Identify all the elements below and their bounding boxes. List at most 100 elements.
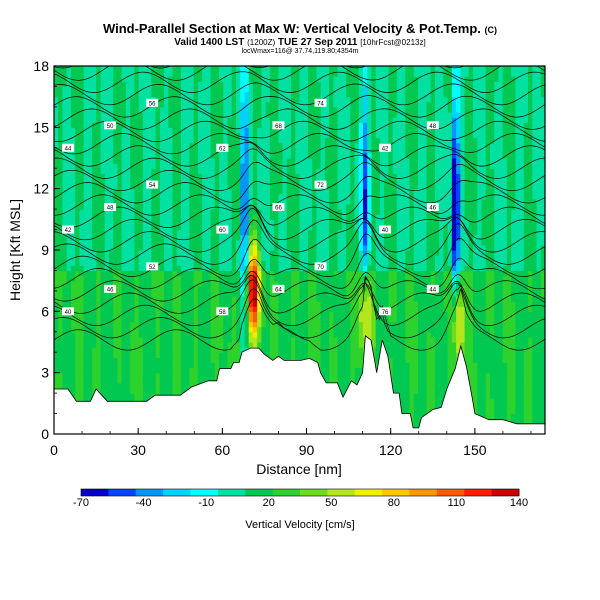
velocity-cell	[269, 275, 275, 282]
velocity-cell	[130, 275, 136, 282]
velocity-cell	[66, 270, 72, 277]
velocity-cell	[265, 178, 271, 185]
velocity-cell	[316, 347, 322, 353]
velocity-cell	[320, 285, 326, 292]
velocity-cell	[231, 229, 237, 236]
velocity-cell	[295, 270, 301, 277]
velocity-cell	[244, 173, 250, 180]
velocity-cell	[236, 188, 241, 195]
velocity-cell	[329, 306, 334, 312]
velocity-cell	[100, 117, 106, 123]
velocity-cell	[193, 285, 199, 292]
velocity-cell	[227, 71, 233, 77]
velocity-cell	[176, 219, 182, 226]
velocity-cell	[121, 311, 127, 318]
velocity-cell	[227, 352, 233, 358]
velocity-cell	[96, 336, 102, 343]
velocity-cell	[210, 234, 216, 241]
velocity-cell	[83, 168, 89, 174]
velocity-cell	[252, 209, 258, 215]
velocity-cell	[257, 306, 263, 312]
velocity-cell	[92, 81, 97, 88]
velocity-cell	[265, 142, 271, 149]
velocity-cell	[113, 183, 119, 190]
velocity-cell	[147, 347, 152, 353]
velocity-cell	[180, 260, 186, 266]
velocity-cell	[62, 173, 68, 180]
velocity-cell	[87, 117, 93, 123]
velocity-cell	[125, 301, 131, 307]
velocity-cell	[66, 250, 72, 256]
velocity-cell	[70, 214, 76, 220]
velocity-cell	[172, 280, 178, 287]
velocity-cell	[134, 388, 140, 394]
velocity-cell	[206, 66, 212, 72]
velocity-cell	[176, 234, 182, 241]
velocity-cell	[96, 244, 102, 251]
velocity-cell	[231, 250, 237, 256]
velocity-cell	[333, 224, 339, 231]
velocity-cell	[113, 239, 119, 246]
velocity-cell	[66, 66, 72, 72]
velocity-cell	[172, 265, 178, 272]
velocity-cell	[100, 76, 106, 82]
velocity-cell	[155, 229, 161, 236]
velocity-cell	[109, 270, 114, 277]
velocity-cell	[180, 321, 186, 328]
velocity-cell	[142, 311, 148, 318]
velocity-cell	[206, 357, 212, 364]
velocity-cell	[151, 127, 157, 134]
velocity-cell	[185, 91, 191, 98]
velocity-cell	[109, 198, 114, 205]
velocity-cell	[130, 168, 136, 174]
velocity-cell	[193, 372, 199, 379]
velocity-cell	[176, 132, 182, 139]
velocity-cell	[329, 311, 334, 318]
velocity-cell	[130, 106, 136, 113]
velocity-cell	[265, 275, 271, 282]
velocity-cell	[58, 265, 64, 272]
velocity-cell	[180, 280, 186, 287]
velocity-cell	[257, 132, 263, 139]
velocity-cell	[227, 188, 233, 195]
velocity-cell	[125, 331, 131, 338]
velocity-cell	[109, 163, 114, 169]
velocity-cell	[265, 260, 271, 266]
velocity-cell	[278, 244, 284, 251]
velocity-cell	[58, 132, 64, 139]
velocity-cell	[121, 193, 127, 200]
velocity-cell	[265, 188, 271, 195]
velocity-cell	[172, 234, 178, 241]
velocity-cell	[104, 362, 110, 369]
velocity-cell	[307, 204, 313, 210]
velocity-cell	[138, 81, 144, 88]
velocity-cell	[320, 106, 326, 113]
velocity-cell	[109, 81, 114, 88]
velocity-cell	[324, 316, 330, 323]
velocity-cell	[113, 326, 119, 333]
velocity-cell	[121, 137, 127, 144]
velocity-cell	[261, 132, 267, 139]
velocity-cell	[274, 173, 279, 180]
velocity-cell	[70, 388, 76, 394]
velocity-cell	[214, 234, 220, 241]
velocity-cell	[125, 142, 131, 149]
velocity-cell	[70, 117, 76, 123]
velocity-cell	[324, 301, 330, 307]
velocity-cell	[83, 188, 89, 195]
velocity-cell	[117, 163, 123, 169]
velocity-cell	[113, 163, 119, 169]
velocity-cell	[295, 71, 301, 77]
velocity-cell	[291, 183, 296, 190]
velocity-cell	[176, 101, 182, 108]
velocity-cell	[261, 122, 267, 128]
velocity-cell	[176, 280, 182, 287]
velocity-cell	[185, 306, 191, 312]
velocity-cell	[236, 96, 241, 103]
velocity-cell	[155, 352, 161, 358]
velocity-cell	[278, 142, 284, 149]
velocity-cell	[185, 86, 191, 93]
velocity-cell	[303, 86, 309, 93]
velocity-cell	[320, 198, 326, 205]
velocity-cell	[54, 178, 59, 185]
